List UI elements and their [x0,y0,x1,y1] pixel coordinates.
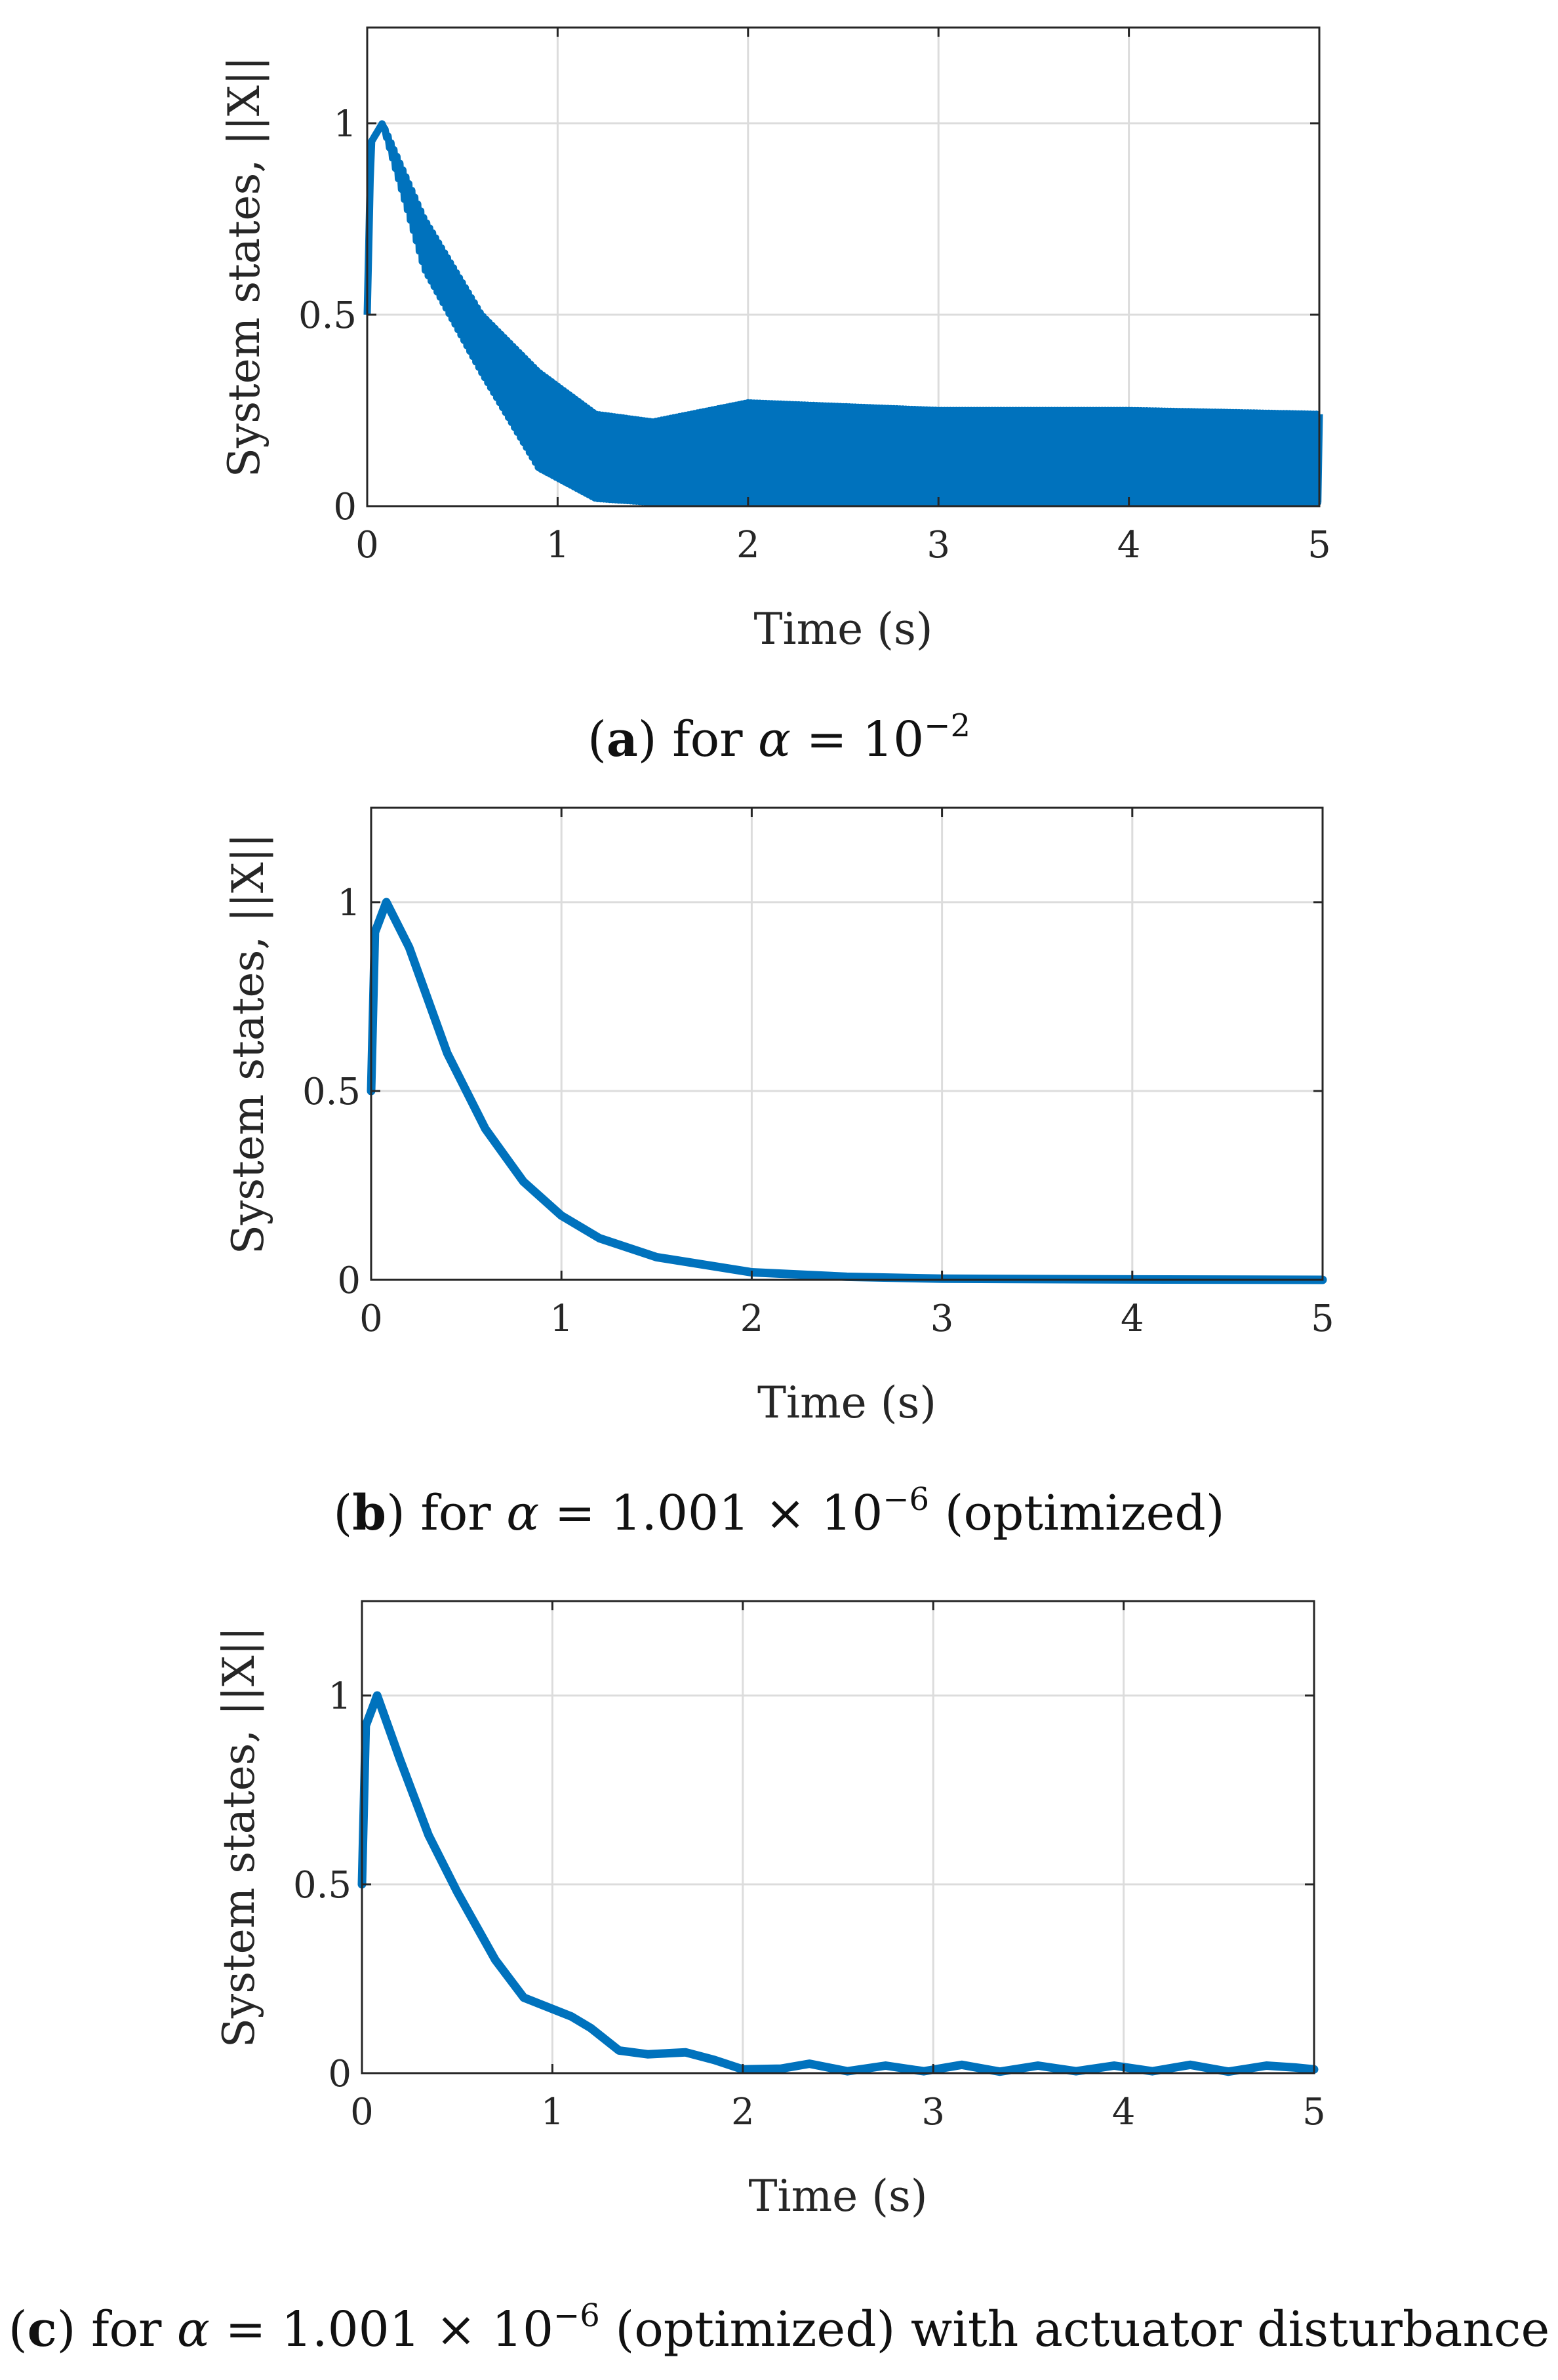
x-tick-label-a: 4 [1117,524,1141,566]
x-tick-label-c: 1 [541,2091,565,2133]
x-tick-label-a: 3 [927,524,950,566]
series-line-b [367,898,1327,1284]
caption-b: (b) for α = 1.001 × 10−6 (optimized) [333,1481,1225,1541]
x-tick-label-c: 2 [731,2091,755,2133]
x-axis-label-a: Time (s) [753,604,932,654]
x-tick-label-b: 5 [1311,1298,1334,1340]
plot-area-c [362,1601,1314,2073]
x-tick-label-a: 2 [736,524,760,566]
x-tick-label-a: 1 [546,524,570,566]
x-tick-label-a: 0 [355,524,379,566]
x-tick-label-c: 5 [1302,2091,1326,2133]
y-tick-label-b: 0 [337,1259,361,1302]
y-tick-label-c: 0 [328,2053,351,2095]
chart-panel-b: 0 1 2 3 4 5 0 0.5 1 Time (s) System states, ||X|| … [0,780,1558,1580]
series-line-c [357,1691,1319,2076]
x-tick-label-b: 4 [1121,1298,1144,1340]
x-axis-label-c: Time (s) [748,2171,927,2221]
x-tick-label-b: 2 [740,1298,764,1340]
chart-svg-a: 0 1 2 3 4 5 0 0.5 1 Time (s) System states, ||X|| [219,26,1331,654]
y-tick-label-a: 0 [333,486,357,528]
x-tick-label-b: 1 [549,1298,573,1340]
chart-svg-b: 0 1 2 3 4 5 0 0.5 1 Time (s) System states, ||X|| [223,806,1334,1428]
y-tick-label-a: 1 [333,103,357,146]
axes-box-b [370,806,1324,1281]
x-tick-label-b: 0 [359,1298,383,1340]
y-tick-label-c: 1 [328,1675,351,1718]
chart-panel-a: 0 1 2 3 4 5 0 0.5 1 Time (s) System states, ||X|| … [0,0,1558,793]
y-tick-label-a: 0.5 [298,294,357,337]
y-axis-label-a: System states, ||X|| [219,56,270,478]
x-axis-label-b: Time (s) [757,1378,936,1428]
caption-c: (c) for α = 1.001 × 10−6 (optimized) wit… [8,2297,1550,2358]
axes-box-a [366,26,1321,507]
x-tick-label-c: 3 [921,2091,945,2133]
chart-panel-c: 0 1 2 3 4 5 0 0.5 1 Time (s) System states, ||X|| … [0,1574,1558,2380]
y-tick-label-b: 1 [337,882,361,924]
chart-svg-c: 0 1 2 3 4 5 0 0.5 1 Time (s) System states, ||X|| [214,1600,1326,2221]
y-axis-label-c: System states, ||X|| [214,1627,264,2048]
y-tick-label-c: 0.5 [293,1864,351,1907]
x-tick-label-c: 0 [350,2091,374,2133]
y-tick-label-b: 0.5 [302,1071,361,1113]
y-axis-label-b: System states, ||X|| [223,833,273,1255]
axes-box-c [361,1600,1315,2074]
plot-area-b [371,808,1323,1280]
caption-a: (a) for α = 10−2 [587,707,971,768]
x-tick-label-b: 3 [930,1298,954,1340]
x-tick-label-c: 4 [1112,2091,1136,2133]
series-line-a [363,120,1323,506]
x-tick-label-a: 5 [1308,524,1331,566]
